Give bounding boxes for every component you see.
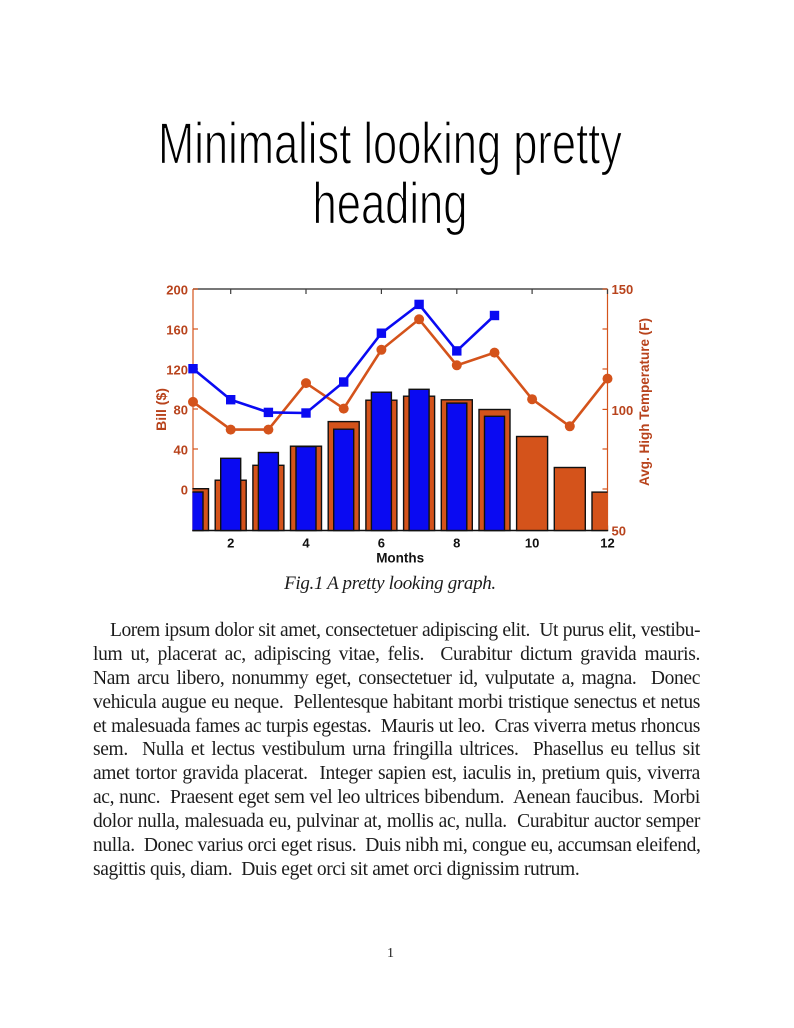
svg-text:Bill ($): Bill ($) (153, 388, 169, 431)
svg-text:4: 4 (302, 535, 310, 550)
svg-text:8: 8 (453, 535, 460, 550)
svg-text:120: 120 (166, 363, 188, 378)
svg-text:10: 10 (525, 535, 539, 550)
svg-text:160: 160 (166, 323, 188, 338)
svg-text:40: 40 (174, 443, 188, 458)
svg-text:100: 100 (612, 403, 634, 418)
svg-text:6: 6 (378, 535, 385, 550)
svg-text:12: 12 (600, 535, 614, 550)
svg-text:Months: Months (376, 550, 424, 565)
svg-text:150: 150 (612, 282, 634, 297)
svg-text:0: 0 (181, 483, 188, 498)
svg-text:200: 200 (166, 283, 188, 298)
svg-text:Minimalist looking pretty: Minimalist looking pretty (158, 112, 622, 177)
svg-text:Avg. High Temperature (F): Avg. High Temperature (F) (637, 318, 652, 486)
svg-text:heading: heading (313, 172, 468, 237)
svg-text:50: 50 (612, 524, 626, 539)
svg-text:80: 80 (174, 403, 188, 418)
svg-text:2: 2 (227, 535, 234, 550)
